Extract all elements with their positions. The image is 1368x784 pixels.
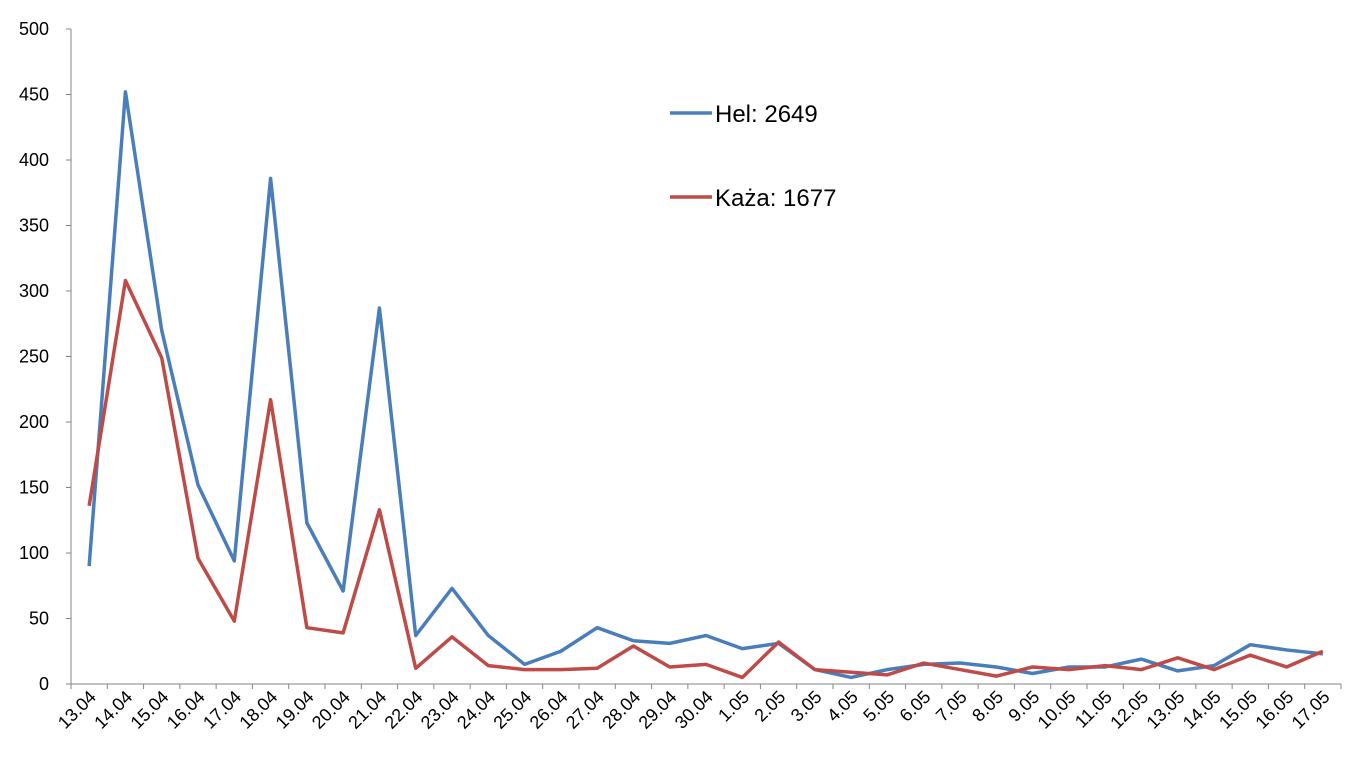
x-tick-label: 13.04 (54, 687, 100, 733)
x-tick-label: 11.05 (1071, 687, 1116, 732)
x-tick-label: 16.05 (1251, 687, 1297, 733)
y-tick-label: 200 (19, 412, 49, 432)
x-tick-label: 6.05 (896, 687, 935, 726)
y-tick-label: 300 (19, 281, 49, 301)
x-tick-label: 28.04 (598, 687, 644, 733)
x-tick-label: 26.04 (526, 687, 572, 733)
axes: 0 50 100 150 200 250 300 350 400 450 500 13.0414.04… (19, 19, 1342, 733)
x-tick-label: 10.05 (1034, 687, 1080, 733)
x-tick-label: 17.04 (199, 687, 245, 733)
series-line-2 (87, 278, 1324, 680)
x-tick-label: 1.05 (714, 687, 753, 726)
x-tick-label: 18.04 (235, 687, 281, 733)
x-tick-label: 2.05 (750, 687, 789, 726)
x-tick-label: 20.04 (308, 687, 354, 733)
x-tick-label: 25.04 (489, 687, 535, 733)
y-tick-label: 50 (29, 609, 49, 629)
legend-label-1: Hel: 2649 (715, 101, 818, 128)
x-tick-label: 22.04 (381, 687, 427, 733)
x-tick-label: 23.04 (417, 687, 463, 733)
x-tick-label: 21.04 (344, 687, 390, 733)
x-tick-label: 7.05 (932, 687, 971, 726)
y-tick-label: 150 (19, 478, 49, 498)
x-tick-label: 8.05 (968, 687, 1007, 726)
x-tick-label: 4.05 (823, 687, 862, 726)
x-tick-label: 14.05 (1179, 687, 1225, 733)
y-tick-label: 100 (19, 543, 49, 563)
y-tick-label: 350 (19, 216, 49, 236)
series-line-1 (87, 90, 1324, 680)
x-tick-label: 27.04 (562, 687, 608, 733)
x-tick-label: 29.04 (635, 687, 681, 733)
x-tick-label: 15.04 (127, 687, 173, 733)
y-tick-label: 250 (19, 347, 49, 367)
x-tick-label: 13.05 (1143, 687, 1189, 733)
x-tick-label: 3.05 (787, 687, 826, 726)
legend-label-2: Każa: 1677 (715, 185, 836, 212)
x-tick-label: 17.05 (1288, 687, 1334, 733)
legend: Hel: 2649 Każa: 1677 (670, 101, 836, 212)
y-tick-label: 0 (39, 674, 49, 694)
y-tick-label: 400 (19, 150, 49, 170)
y-tick-label: 450 (19, 85, 49, 105)
y-tick-label: 500 (19, 19, 49, 39)
x-tick-label: 12.05 (1106, 687, 1152, 733)
x-tick-label: 24.04 (453, 687, 499, 733)
series-lines (87, 90, 1324, 680)
x-tick-label: 19.04 (272, 687, 318, 733)
x-tick-label: 15.05 (1215, 687, 1261, 733)
x-tick-label: 30.04 (671, 687, 717, 733)
x-tick-label: 16.04 (163, 687, 209, 733)
x-tick-label: 5.05 (859, 687, 898, 726)
x-tick-label: 14.04 (90, 687, 136, 733)
